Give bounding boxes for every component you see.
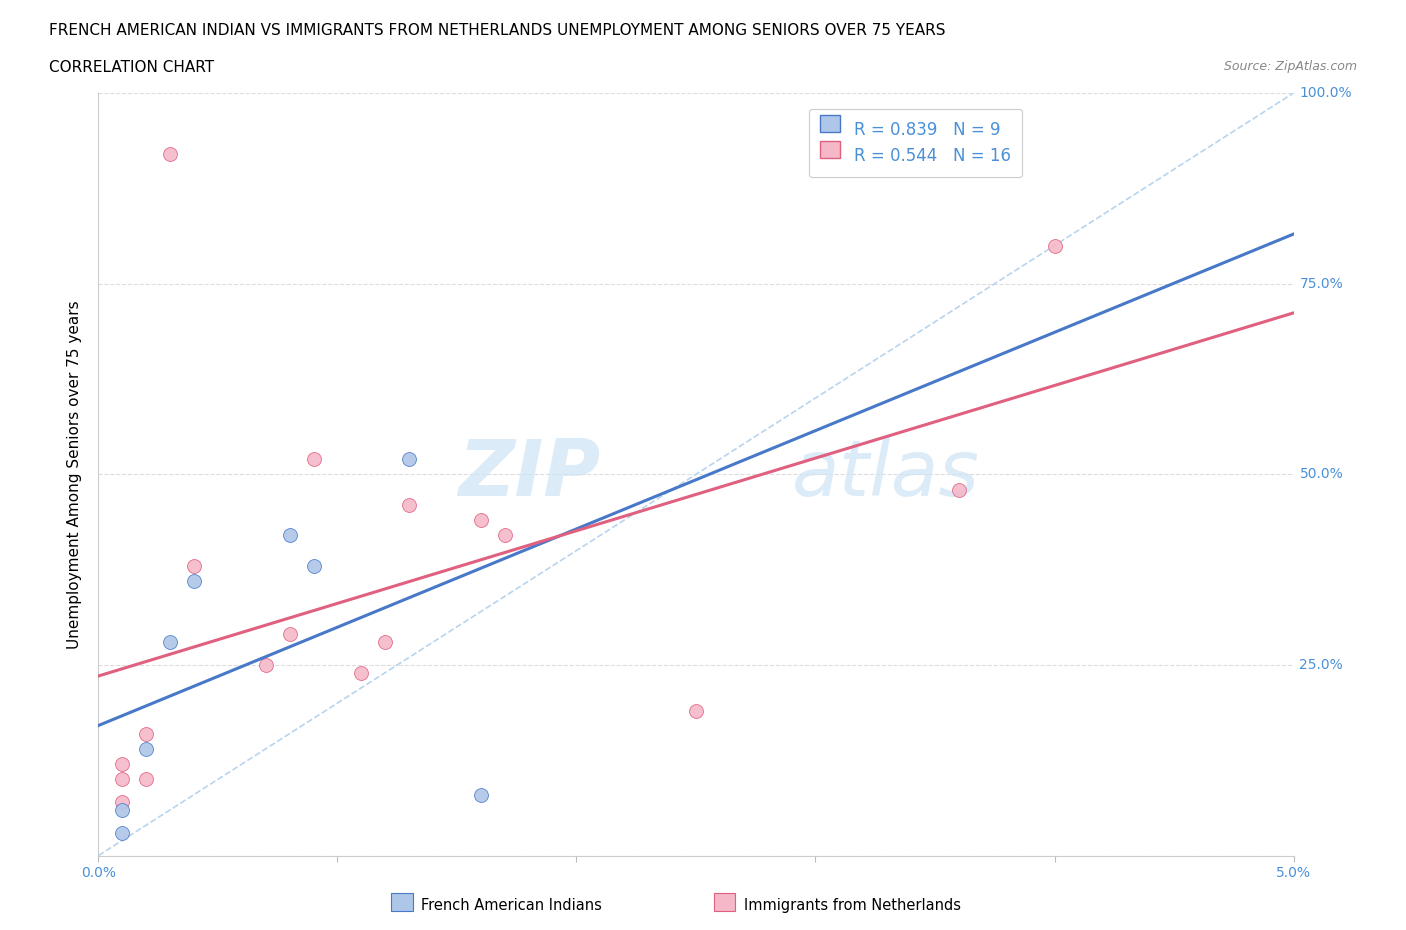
Point [111,757,134,772]
Point [470,512,492,527]
Point [159,147,181,162]
Point [111,803,134,817]
Point [254,658,277,672]
FancyBboxPatch shape [391,894,413,911]
Point [350,665,373,680]
Point [278,528,301,543]
Point [159,634,181,649]
Point [183,574,205,589]
Text: 75.0%: 75.0% [1299,276,1343,291]
Point [111,795,134,810]
Text: French American Indians: French American Indians [422,897,602,912]
Point [111,825,134,840]
Point [494,528,516,543]
Legend: R = 0.839   N = 9, R = 0.544   N = 16: R = 0.839 N = 9, R = 0.544 N = 16 [808,109,1022,177]
Point [302,452,325,467]
Point [685,703,707,718]
Point [398,498,420,512]
Text: CORRELATION CHART: CORRELATION CHART [49,60,214,75]
Point [111,772,134,787]
FancyBboxPatch shape [714,894,735,911]
Text: 50.0%: 50.0% [1299,467,1343,482]
Point [135,726,157,741]
Text: 100.0%: 100.0% [1299,86,1353,100]
Text: atlas: atlas [792,436,980,512]
Point [135,772,157,787]
Point [183,558,205,573]
Text: 25.0%: 25.0% [1299,658,1343,672]
Text: Immigrants from Netherlands: Immigrants from Netherlands [744,897,960,912]
Point [135,741,157,756]
Point [374,634,396,649]
Point [470,787,492,802]
Text: FRENCH AMERICAN INDIAN VS IMMIGRANTS FROM NETHERLANDS UNEMPLOYMENT AMONG SENIORS: FRENCH AMERICAN INDIAN VS IMMIGRANTS FRO… [49,23,946,38]
Point [398,452,420,467]
Y-axis label: Unemployment Among Seniors over 75 years: Unemployment Among Seniors over 75 years [67,300,83,648]
Point [302,558,325,573]
Text: Source: ZipAtlas.com: Source: ZipAtlas.com [1223,60,1357,73]
Point [948,482,970,497]
Text: ZIP: ZIP [458,436,600,512]
Point [1043,238,1066,253]
Point [278,627,301,642]
